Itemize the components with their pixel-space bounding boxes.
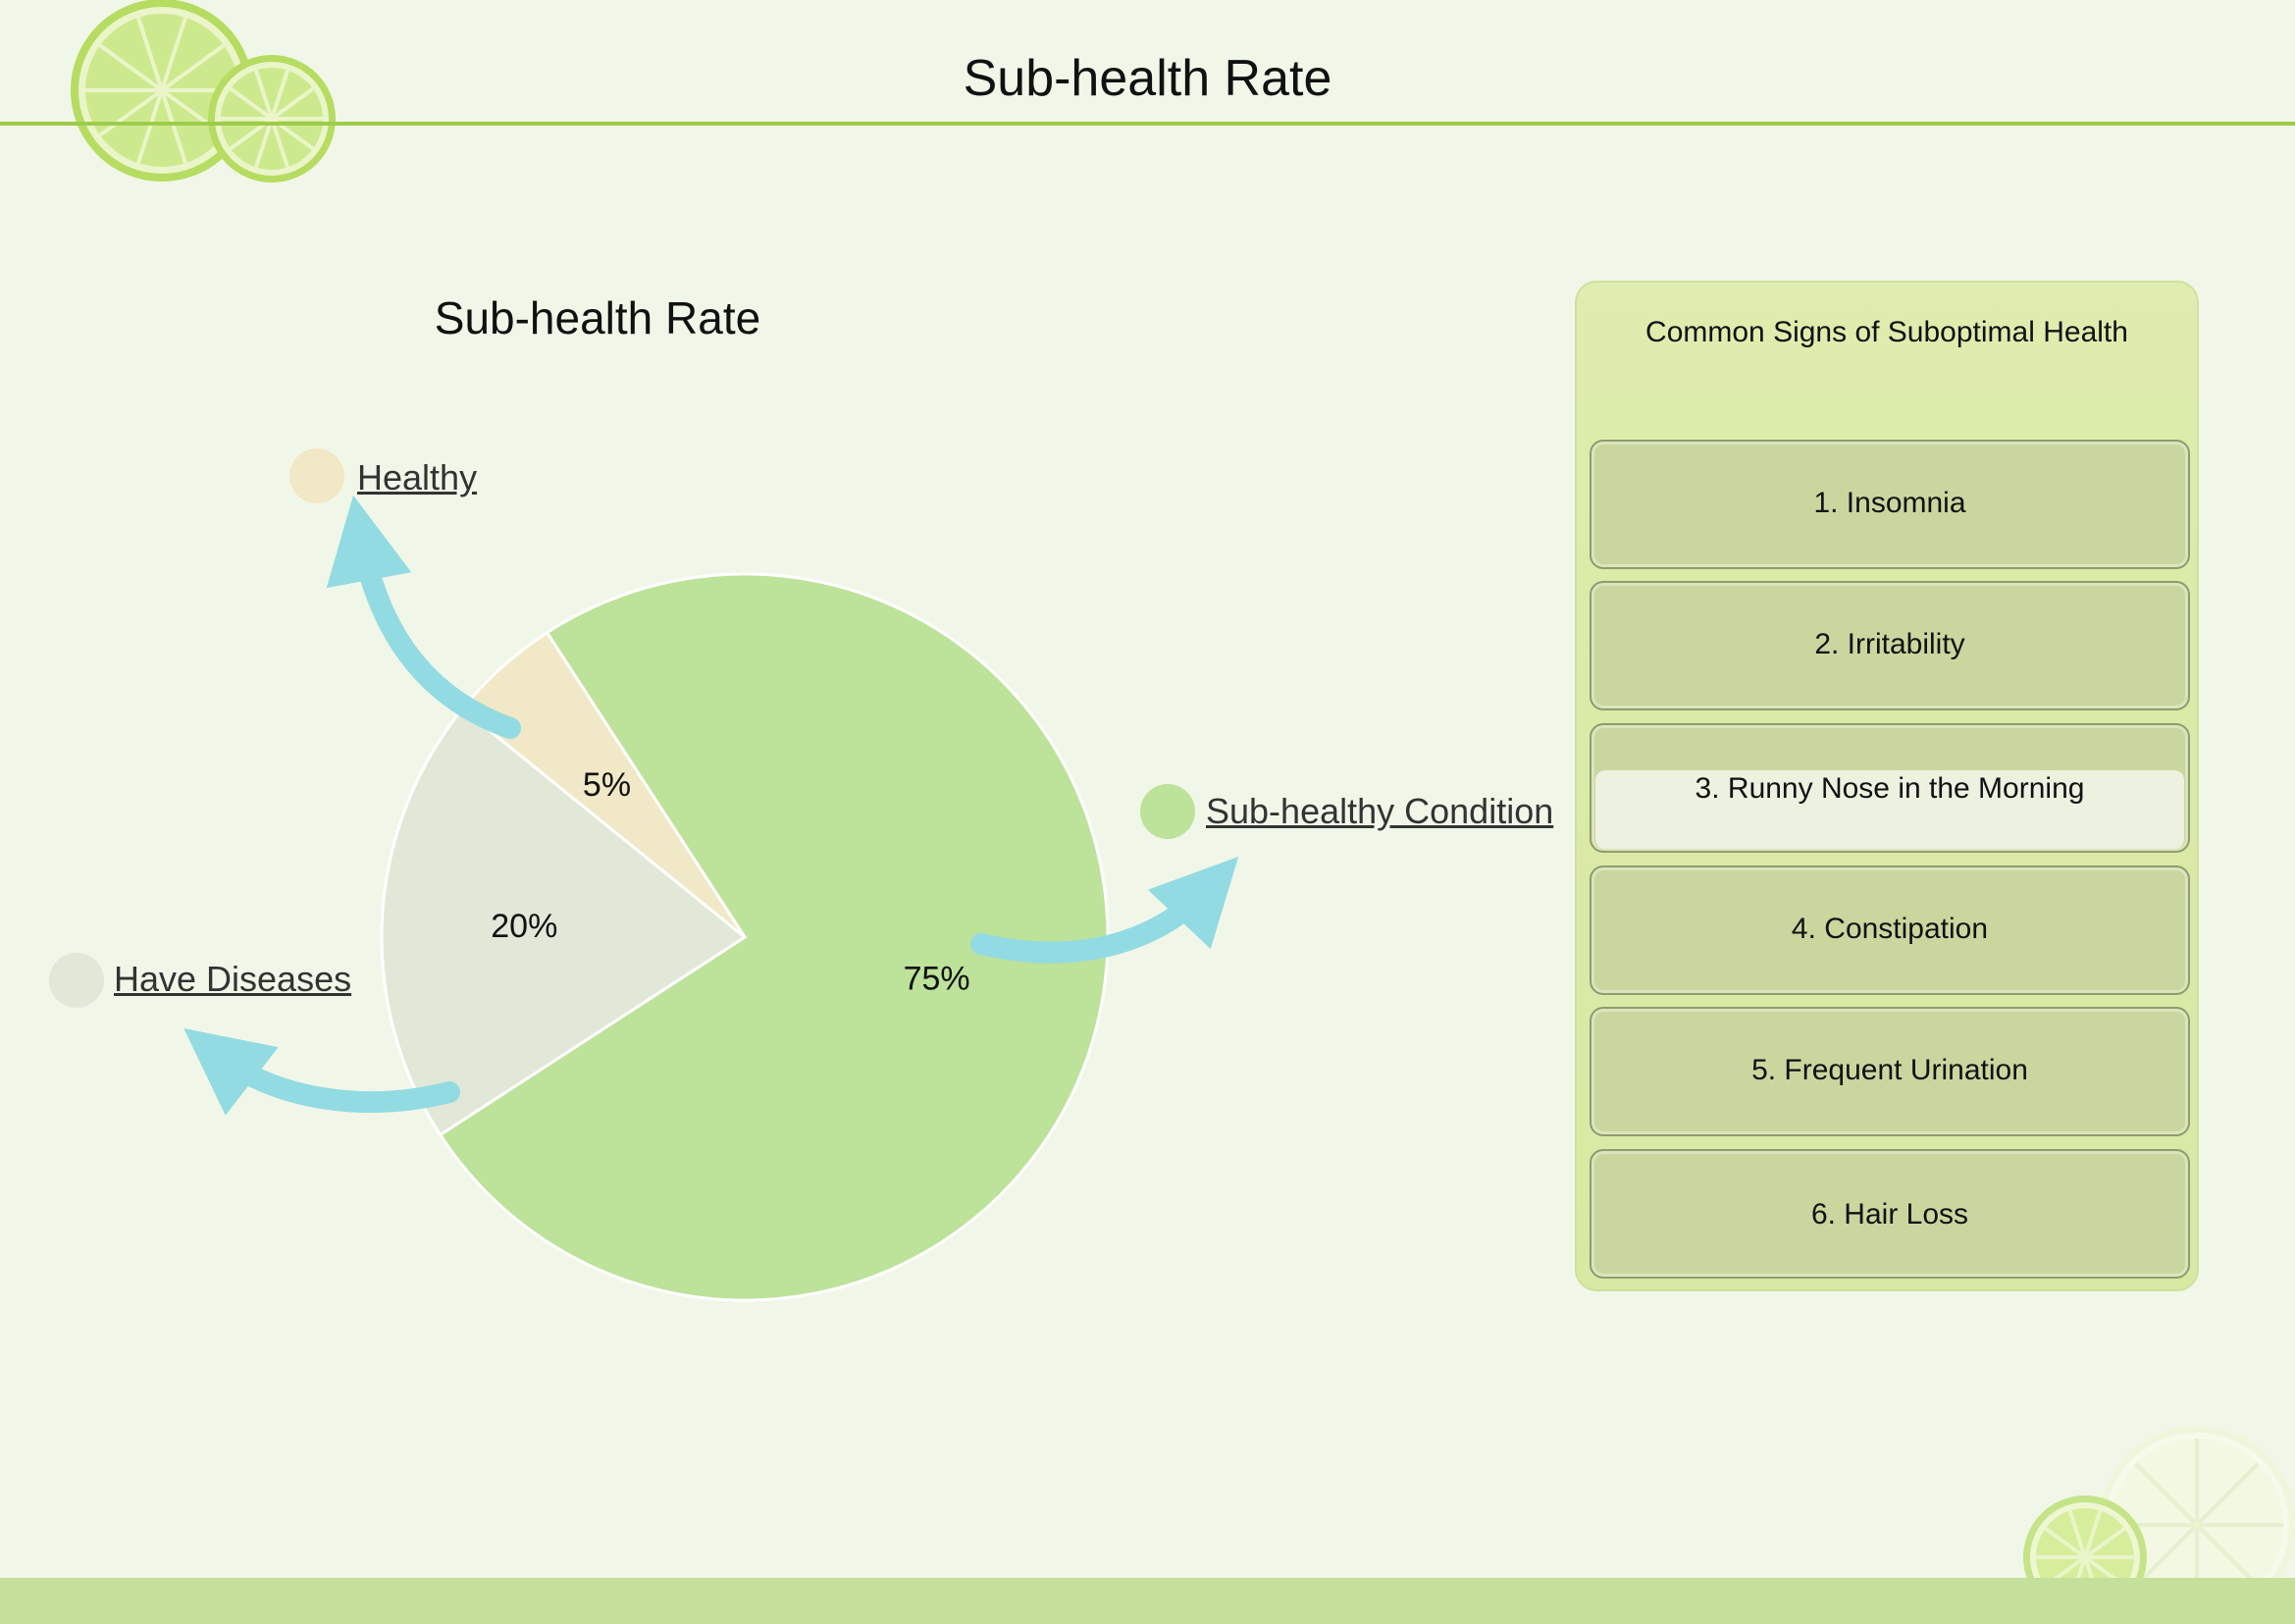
pie-slice-label: 5% [583,766,631,804]
pie-slice-have-diseases [380,707,748,1137]
footer-band [0,1578,2295,1624]
sign-item-label: 5. Frequent Urination [1751,1054,2028,1086]
sign-item-label: 2. Irritability [1814,628,1965,660]
sign-item-insomnia[interactable]: 1. Insomnia [1590,440,2190,569]
legend-label-healthy[interactable]: Healthy [357,457,478,498]
arrow-to-sub-healthy [970,857,1239,964]
signs-panel-title: Common Signs of Suboptimal Health [1645,316,2128,348]
pie-slice-label: 75% [904,961,970,998]
legend-label-sub-healthy[interactable]: Sub-healthy Condition [1206,791,1554,831]
sign-item-label: 3. Runny Nose in the Morning [1695,772,2085,805]
header-rule [0,122,2295,126]
page-title: Sub-health Rate [963,50,1332,107]
selection-highlight [1595,770,2184,849]
legend-dot-healthy [289,448,344,503]
sign-item-irritability[interactable]: 2. Irritability [1590,581,2190,710]
pie-chart: Sub-health Rate 75% 20% 5% [49,292,1239,1302]
sign-item-constipation[interactable]: 4. Constipation [1590,865,2190,995]
sign-item-frequent-urination[interactable]: 5. Frequent Urination [1590,1007,2190,1136]
arrow-to-healthy [326,495,521,739]
legend-dot-sub-healthy [1140,784,1195,839]
chart-title: Sub-health Rate [435,292,760,343]
sign-item-label: 4. Constipation [1791,913,1989,945]
sign-item-label: 1. Insomnia [1813,487,1966,519]
legend-label-have-diseases[interactable]: Have Diseases [114,959,352,999]
pie-slice-label: 20% [491,908,557,945]
sign-item-label: 6. Hair Loss [1810,1198,1969,1231]
arrow-to-have-diseases [183,1028,460,1116]
sign-item-runny-nose[interactable]: 3. Runny Nose in the Morning [1590,723,2190,853]
pie-slice-sub-healthy [438,572,1110,1302]
lime-slice-decoration-bottom [2023,1426,2295,1624]
sign-item-hair-loss[interactable]: 6. Hair Loss [1590,1149,2190,1279]
legend-dot-have-diseases [49,953,104,1008]
